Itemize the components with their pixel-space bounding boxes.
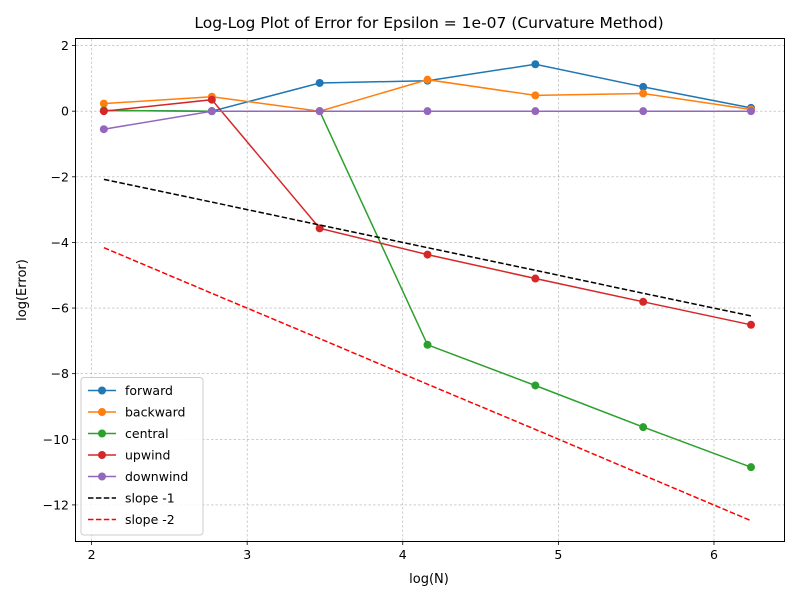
data-point-backward — [99, 99, 108, 108]
y-tick-label: −2 — [51, 169, 69, 184]
x-axis-label: log(N) — [409, 572, 449, 587]
x-tick-label: 2 — [88, 547, 96, 562]
plot-area-frame — [75, 38, 785, 542]
series-upwind — [99, 95, 756, 329]
data-point-upwind — [747, 320, 756, 329]
data-point-forward — [531, 60, 540, 69]
data-point-central — [531, 381, 540, 390]
data-point-central — [639, 423, 648, 432]
legend-label: upwind — [125, 448, 170, 463]
plot-series — [99, 60, 756, 522]
data-point-upwind — [207, 95, 216, 104]
legend-label: backward — [125, 405, 185, 420]
data-point-downwind — [207, 107, 216, 116]
x-tick-label: 4 — [399, 547, 407, 562]
legend-label: central — [125, 426, 169, 441]
data-point-backward — [531, 91, 540, 100]
data-point-backward — [639, 89, 648, 98]
data-point-upwind — [423, 250, 432, 259]
legend-marker — [98, 386, 106, 395]
data-point-central — [423, 340, 432, 349]
y-tick-label: −4 — [51, 235, 69, 250]
data-point-central — [747, 463, 756, 472]
data-point-forward — [315, 78, 324, 87]
series-downwind — [99, 107, 756, 134]
x-tick-label: 6 — [710, 547, 718, 562]
data-point-forward — [639, 82, 648, 91]
x-tick-label: 3 — [243, 547, 251, 562]
y-tick-label: −12 — [43, 497, 69, 512]
series-slope-2 — [103, 247, 752, 522]
y-tick-label: 0 — [61, 104, 69, 119]
legend-label: forward — [125, 383, 173, 398]
data-point-downwind — [315, 107, 324, 116]
data-point-upwind — [315, 224, 324, 233]
data-point-upwind — [531, 274, 540, 283]
y-tick-label: −6 — [51, 301, 69, 316]
data-point-downwind — [639, 107, 648, 116]
y-axis-label: log(Error) — [15, 259, 30, 321]
legend-marker — [98, 408, 106, 416]
axis-ticks: 2 3 4 5 6 −12 −10 −8 −6 −4 −2 0 2 — [43, 38, 718, 562]
data-point-downwind — [531, 107, 540, 116]
series-line-slope-2 — [103, 247, 752, 522]
legend-marker — [98, 451, 106, 459]
y-tick-label: −8 — [51, 366, 69, 381]
legend-box — [80, 377, 204, 536]
data-point-backward — [423, 75, 432, 84]
legend-marker — [98, 472, 106, 481]
chart-title: Log-Log Plot of Error for Epsilon = 1e-0… — [194, 14, 663, 32]
legend-label: slope -1 — [125, 491, 175, 506]
legend-marker — [98, 429, 106, 438]
legend-label: slope -2 — [125, 512, 175, 527]
data-point-upwind — [99, 107, 108, 116]
y-tick-label: −10 — [43, 432, 69, 447]
data-point-upwind — [639, 297, 648, 306]
legend: forward backward central upwind downwind slop… — [80, 377, 204, 536]
y-tick-label: 2 — [61, 38, 69, 53]
x-tick-label: 5 — [554, 547, 562, 562]
data-point-downwind — [747, 107, 756, 116]
data-point-downwind — [423, 107, 432, 116]
data-point-downwind — [99, 125, 108, 134]
legend-label: downwind — [125, 469, 188, 484]
